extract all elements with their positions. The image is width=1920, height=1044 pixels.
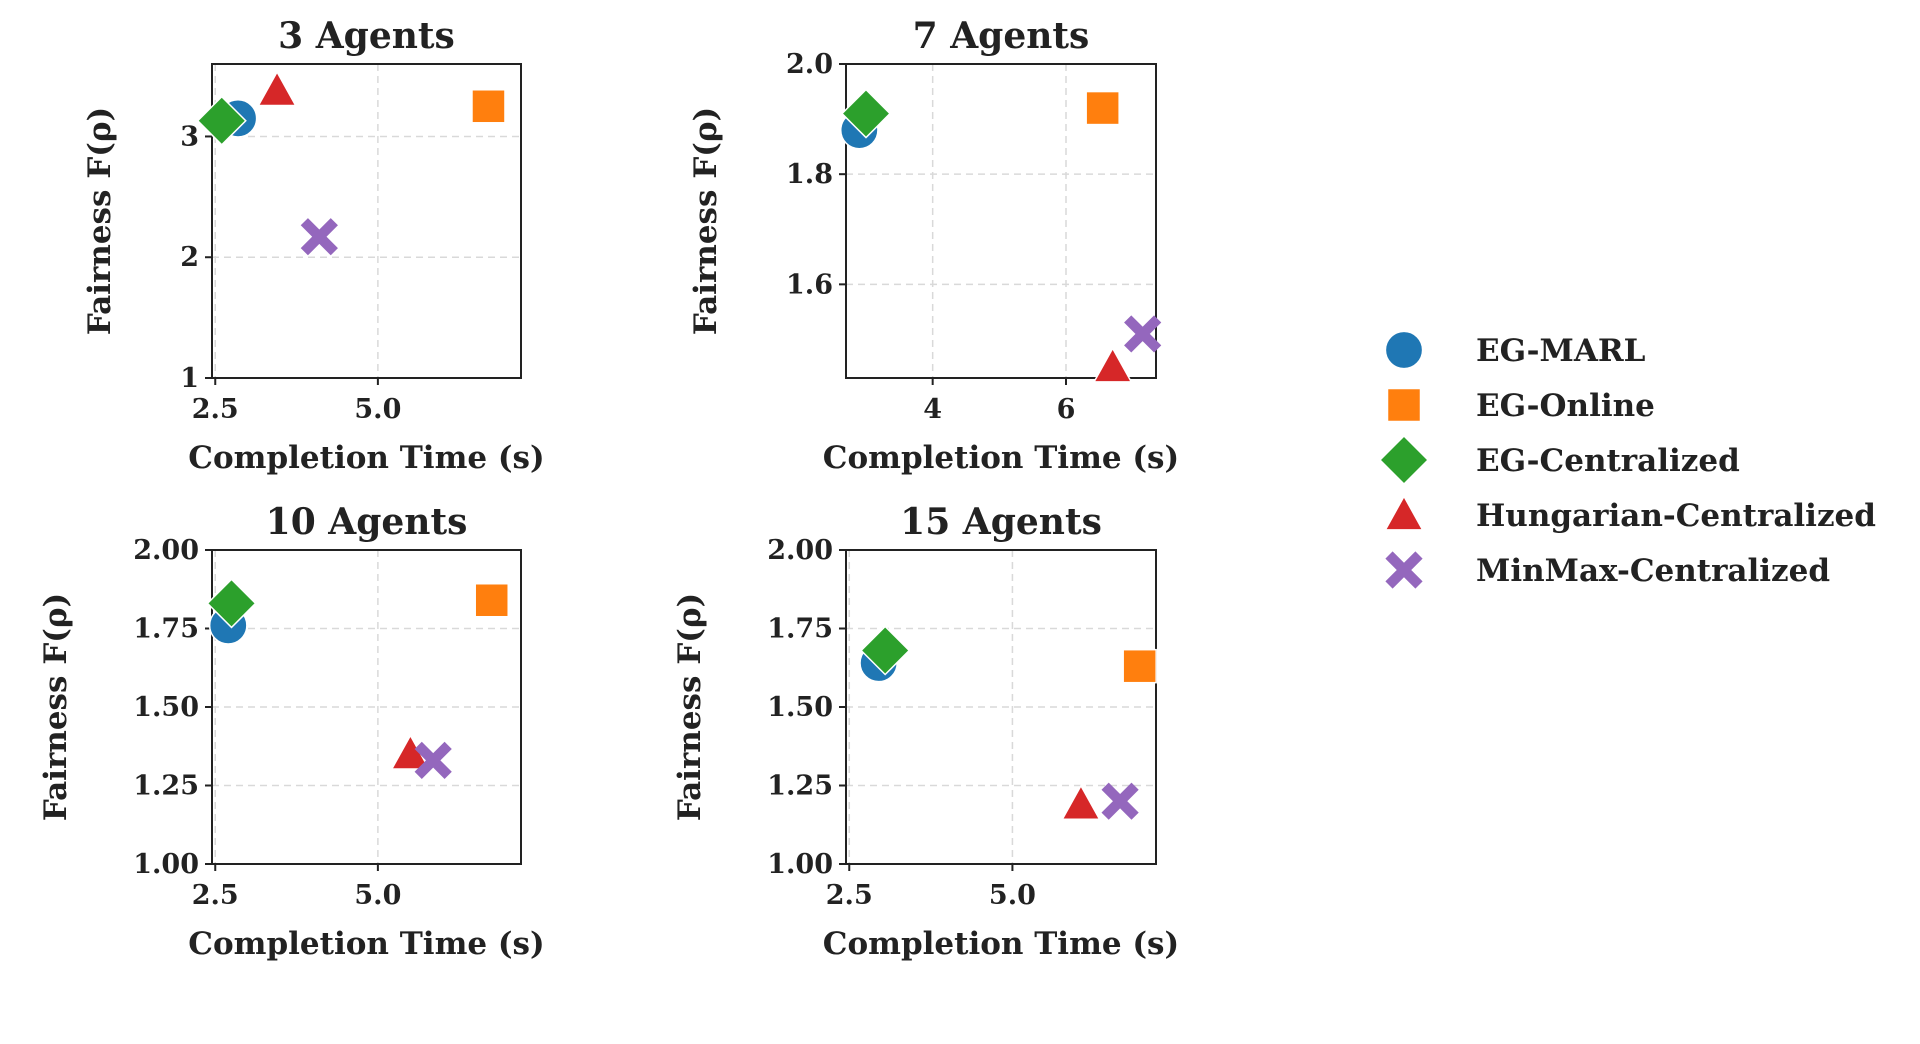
point-minmax-centralized bbox=[300, 218, 338, 256]
legend-label: EG-MARL bbox=[1476, 333, 1646, 369]
y-axis-label: Fairness F(ρ) bbox=[82, 107, 118, 335]
subplot-7-agents: 4 6 1.6 1.8 2.0 7 Agents Completion Time (s) Fa… bbox=[688, 15, 1179, 476]
point-minmax-centralized bbox=[1101, 782, 1139, 820]
legend-marker-diamond bbox=[1378, 434, 1430, 486]
y-tick-label: 1.00 bbox=[767, 849, 833, 880]
y-tick-label: 1.75 bbox=[133, 614, 199, 645]
plot-frame bbox=[211, 63, 522, 379]
y-tick-label: 2.00 bbox=[133, 535, 199, 566]
x-tick-label: 6 bbox=[1057, 394, 1076, 425]
point-eg-centralized bbox=[196, 95, 247, 146]
y-axis-label: Fairness F(ρ) bbox=[688, 107, 724, 335]
point-eg-online bbox=[1085, 90, 1120, 126]
x-tick-label: 2.5 bbox=[192, 394, 239, 425]
x-tick-label: 5.0 bbox=[354, 394, 401, 425]
y-tick-label: 1.50 bbox=[767, 692, 833, 723]
point-hungarian-centralized bbox=[257, 70, 297, 107]
legend-marker-triangle bbox=[1384, 494, 1424, 531]
point-minmax-centralized bbox=[414, 741, 452, 779]
point-eg-online bbox=[474, 582, 509, 618]
point-eg-centralized bbox=[206, 578, 257, 629]
x-axis-label: Completion Time (s) bbox=[188, 926, 544, 962]
y-tick-label: 1.75 bbox=[767, 614, 833, 645]
legend-item-hungarian-centralized: Hungarian-Centralized bbox=[1384, 494, 1876, 534]
x-tick-label: 5.0 bbox=[989, 880, 1036, 911]
legend-label: Hungarian-Centralized bbox=[1476, 498, 1876, 534]
legend-item-eg-centralized: EG-Centralized bbox=[1378, 434, 1740, 486]
y-tick-label: 1.8 bbox=[786, 159, 833, 190]
chart-title: 7 Agents bbox=[913, 15, 1090, 57]
y-axis-label: Fairness F(ρ) bbox=[38, 593, 74, 821]
y-tick-label: 2.00 bbox=[767, 535, 833, 566]
x-axis-label: Completion Time (s) bbox=[823, 926, 1179, 962]
point-eg-centralized bbox=[860, 625, 911, 676]
x-tick-label: 4 bbox=[923, 394, 942, 425]
y-tick-label: 2 bbox=[180, 242, 199, 273]
legend-label: MinMax-Centralized bbox=[1476, 553, 1830, 589]
x-axis-label: Completion Time (s) bbox=[188, 440, 544, 476]
x-axis-label: Completion Time (s) bbox=[823, 440, 1179, 476]
subplot-15-agents: 2.5 5.0 1.00 1.25 1.50 1.75 2.00 15 Agents Compl… bbox=[672, 501, 1179, 962]
point-eg-online bbox=[1122, 648, 1157, 684]
legend: EG-MARL EG-Online EG-Centralized Hungarian-… bbox=[1378, 330, 1876, 589]
y-tick-label: 3 bbox=[180, 121, 199, 152]
subplot-10-agents: 2.5 5.0 1.00 1.25 1.50 1.75 2.00 10 Agents Compl… bbox=[38, 501, 545, 962]
y-tick-label: 1.6 bbox=[786, 269, 833, 300]
x-tick-label: 2.5 bbox=[826, 880, 873, 911]
x-tick-label: 2.5 bbox=[192, 880, 239, 911]
legend-marker-x bbox=[1385, 551, 1423, 589]
point-hungarian-centralized bbox=[1092, 346, 1133, 383]
x-tick-label: 5.0 bbox=[354, 880, 401, 911]
y-tick-label: 1 bbox=[180, 363, 199, 394]
legend-label: EG-Online bbox=[1476, 388, 1655, 424]
legend-marker-circle bbox=[1384, 330, 1424, 370]
y-tick-label: 1.50 bbox=[133, 692, 199, 723]
point-minmax-centralized bbox=[1124, 315, 1162, 353]
chart-title: 15 Agents bbox=[900, 501, 1102, 543]
legend-label: EG-Centralized bbox=[1476, 443, 1740, 479]
chart-title: 10 Agents bbox=[266, 501, 468, 543]
point-eg-centralized bbox=[840, 88, 892, 139]
legend-item-eg-marl: EG-MARL bbox=[1384, 330, 1646, 370]
plot-frame bbox=[845, 63, 1157, 379]
y-tick-label: 1.00 bbox=[133, 849, 199, 880]
y-tick-label: 1.25 bbox=[767, 771, 833, 802]
chart-title: 3 Agents bbox=[278, 15, 455, 57]
y-axis-label: Fairness F(ρ) bbox=[672, 593, 708, 821]
legend-item-eg-online: EG-Online bbox=[1386, 387, 1655, 424]
y-tick-label: 1.25 bbox=[133, 771, 199, 802]
point-eg-online bbox=[471, 89, 506, 124]
subplot-3-agents: 2.5 5.0 1 2 3 3 Agents Completion Time (s) Fair… bbox=[82, 15, 545, 476]
y-tick-label: 2.0 bbox=[786, 49, 833, 80]
point-hungarian-centralized bbox=[1061, 784, 1101, 820]
legend-item-minmax-centralized: MinMax-Centralized bbox=[1385, 551, 1830, 589]
legend-marker-square bbox=[1386, 387, 1422, 423]
